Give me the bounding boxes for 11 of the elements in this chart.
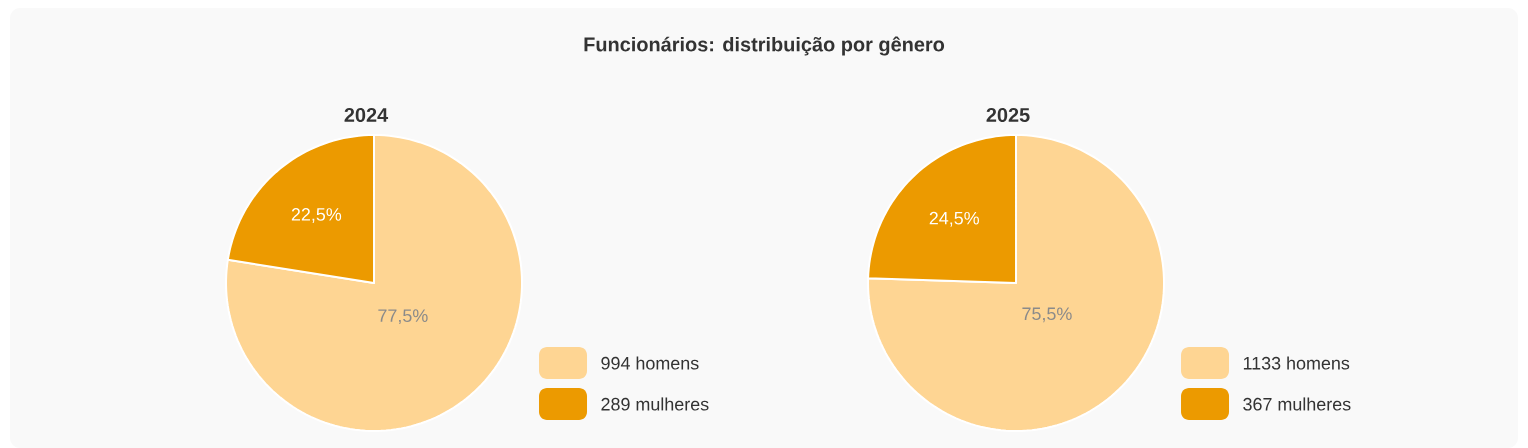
data-label: 75,5% — [1022, 307, 1072, 323]
data-label: 24,5% — [929, 211, 980, 227]
data-label: 77,5% — [378, 309, 428, 325]
data-label: 22,5% — [291, 208, 342, 223]
legend-label: 367 mulheres — [1243, 397, 1351, 411]
text: Funcionários: distribuição por gênero — [584, 36, 945, 56]
legend-label: 1133 homens — [1243, 356, 1350, 370]
chart-title: 2025 — [986, 107, 1030, 123]
chart-title: 2024 — [344, 107, 389, 123]
legend-label: 289 mulheres — [601, 397, 709, 411]
legend-label: 994 homens — [601, 356, 699, 370]
